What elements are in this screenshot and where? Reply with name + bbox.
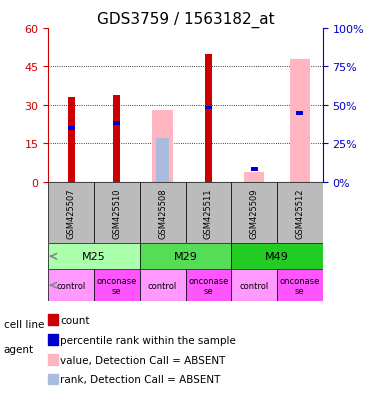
Text: GSM425510: GSM425510 (112, 188, 121, 238)
Bar (251, 168, 257, 171)
Bar (277, 183, 323, 244)
Bar (48, 270, 94, 301)
Bar (277, 270, 323, 301)
Bar (114, 122, 120, 126)
Bar (231, 183, 277, 244)
Text: GSM425512: GSM425512 (295, 188, 304, 238)
Bar (152, 111, 173, 183)
Bar (186, 183, 231, 244)
Bar (205, 106, 212, 110)
Text: GSM425507: GSM425507 (67, 188, 76, 238)
Bar (186, 270, 231, 301)
Bar (205, 55, 212, 183)
Bar (140, 183, 186, 244)
Text: rank, Detection Call = ABSENT: rank, Detection Call = ABSENT (60, 375, 220, 385)
Bar (48, 244, 140, 270)
Bar (231, 244, 323, 270)
Bar (231, 270, 277, 301)
Bar (68, 98, 75, 183)
Bar (94, 183, 140, 244)
Text: control: control (148, 281, 177, 290)
Bar (94, 270, 140, 301)
Text: cell line: cell line (4, 319, 44, 329)
Text: onconase
se: onconase se (280, 276, 320, 295)
Bar (140, 244, 231, 270)
Bar (156, 139, 169, 183)
Bar (244, 172, 265, 183)
Text: agent: agent (4, 344, 34, 354)
Text: count: count (60, 315, 90, 325)
Text: percentile rank within the sample: percentile rank within the sample (60, 335, 236, 345)
Bar (114, 95, 120, 183)
Text: onconase
se: onconase se (97, 276, 137, 295)
Bar (48, 183, 94, 244)
Text: value, Detection Call = ABSENT: value, Detection Call = ABSENT (60, 355, 226, 365)
Bar (68, 127, 75, 131)
Text: control: control (240, 281, 269, 290)
Text: M49: M49 (265, 252, 289, 262)
Text: control: control (56, 281, 86, 290)
Text: GSM425511: GSM425511 (204, 188, 213, 238)
Text: GSM425508: GSM425508 (158, 188, 167, 238)
Text: GSM425509: GSM425509 (250, 188, 259, 238)
Bar (140, 270, 186, 301)
Bar (296, 112, 303, 115)
Title: GDS3759 / 1563182_at: GDS3759 / 1563182_at (97, 12, 274, 28)
Text: M25: M25 (82, 252, 106, 262)
Bar (290, 59, 310, 183)
Text: M29: M29 (174, 252, 197, 262)
Text: onconase
se: onconase se (188, 276, 229, 295)
